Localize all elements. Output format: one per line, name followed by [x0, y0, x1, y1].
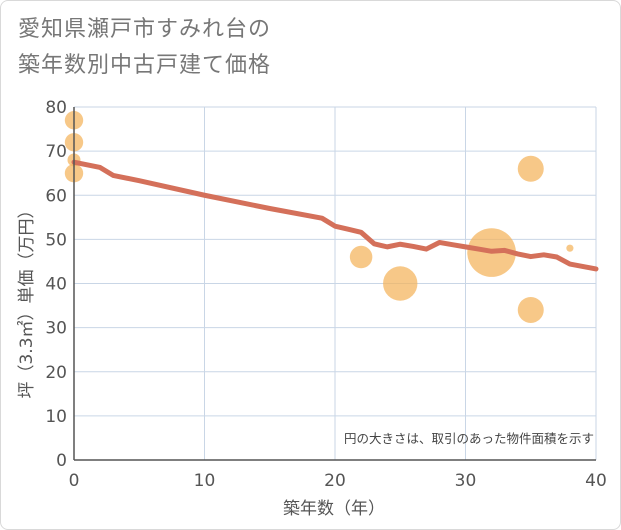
y-tick-label: 50: [45, 230, 67, 250]
y-tick-label: 0: [56, 451, 67, 471]
data-bubble: [517, 155, 544, 182]
x-tick-label: 10: [194, 471, 216, 491]
tick-labels: 0 10 20 30 40 0 10 20 30 40 50 60 70 80: [45, 98, 606, 491]
x-tick-label: 40: [585, 471, 607, 491]
x-tick-label: 20: [324, 471, 346, 491]
y-tick-label: 20: [45, 363, 67, 383]
trend-line-group: [71, 159, 599, 272]
data-bubble: [349, 245, 373, 269]
y-tick-label: 40: [45, 275, 67, 295]
y-tick-label: 30: [45, 319, 67, 339]
axes: [73, 107, 596, 461]
data-bubble: [383, 266, 418, 301]
y-tick-label: 10: [45, 407, 67, 427]
trend-line: [71, 159, 599, 272]
data-bubble: [566, 244, 574, 252]
y-tick-label: 80: [45, 98, 67, 118]
grid: [73, 106, 597, 461]
y-axis-title: 坪（3.3㎡）単価（万円）: [17, 201, 37, 398]
y-tick-label: 70: [45, 142, 67, 162]
x-tick-label: 0: [69, 471, 80, 491]
data-bubble: [517, 296, 544, 323]
y-tick-label: 60: [45, 186, 67, 206]
chart-title: 愛知県瀬戸市すみれ台の 築年数別中古戸建て価格: [18, 17, 272, 78]
x-tick-label: 30: [455, 471, 477, 491]
size-note: 円の大きさは、取引のあった物件面積を示す: [344, 431, 594, 446]
x-axis-title: 築年数（年）: [283, 499, 385, 519]
